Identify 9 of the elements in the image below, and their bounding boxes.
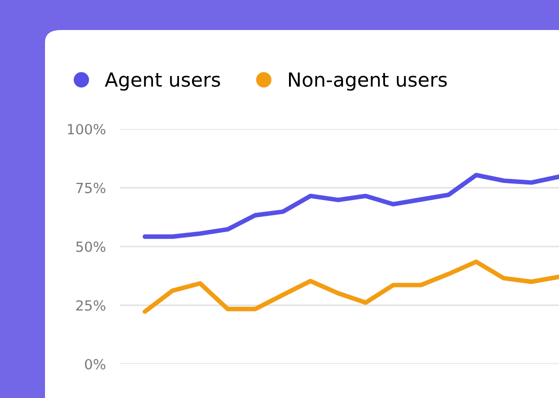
y-tick-label: 0%	[84, 358, 106, 370]
line-series	[142, 260, 559, 314]
y-tick-label: 75%	[76, 182, 106, 194]
y-tick-label: 50%	[76, 241, 106, 252]
legend-label: Agent users	[104, 72, 220, 91]
y-tick-label: 25%	[76, 300, 106, 311]
legend-label: Non-agent users	[289, 72, 447, 91]
line-series	[142, 172, 559, 239]
y-tick-label: 100%	[68, 124, 106, 134]
